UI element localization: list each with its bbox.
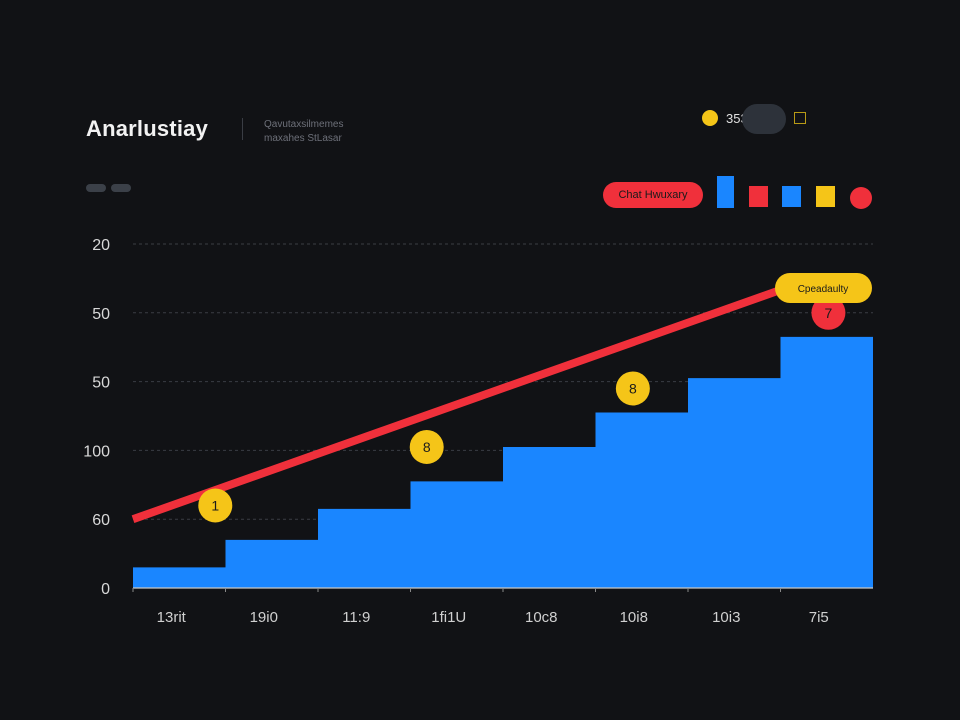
data-marker[interactable]	[198, 488, 233, 523]
y-tick-label: 50	[92, 306, 110, 323]
chart-header: Anarlustiay Qavutaxsilmemes maxahes StLa…	[86, 110, 886, 150]
marker-label: 8	[629, 380, 637, 396]
x-tick-label: 10i3	[712, 609, 740, 626]
x-tick-label: 13rit	[157, 609, 187, 626]
red-circle-icon[interactable]	[850, 187, 872, 209]
callout-pill[interactable]	[775, 273, 872, 303]
data-marker[interactable]	[615, 371, 650, 406]
y-tick-label: 20	[92, 237, 110, 254]
marker-label: 7	[825, 305, 833, 321]
x-tick-label: 10i8	[620, 609, 648, 626]
page-title: Anarlustiay	[86, 116, 209, 141]
x-tick-label: 10c8	[525, 609, 558, 626]
data-marker[interactable]	[409, 429, 444, 464]
pill-group	[86, 184, 136, 194]
y-tick-label: 100	[83, 443, 110, 460]
y-tick-label: 50	[92, 375, 110, 392]
callout-label: Cpeadaulty	[798, 284, 849, 295]
pill-indicator[interactable]	[86, 184, 106, 192]
marker-label: 1	[211, 497, 219, 513]
line-series	[131, 274, 815, 523]
series-badge[interactable]: Chat Hwuxary	[603, 182, 703, 208]
data-marker[interactable]	[811, 295, 846, 330]
pill-indicator[interactable]	[111, 184, 131, 192]
x-tick-label: 7i5	[809, 609, 829, 626]
x-tick-label: 19i0	[250, 609, 278, 626]
y-tick-label: 0	[101, 581, 110, 598]
yellow-square-icon[interactable]	[816, 186, 835, 207]
marker-label: 8	[423, 439, 431, 455]
subtitle: Qavutaxsilmemes maxahes StLasar	[264, 119, 344, 144]
x-tick-label: 1fi1U	[431, 609, 466, 626]
area-series	[133, 336, 873, 588]
x-tick-label: 11:9	[342, 609, 370, 626]
yellow-dot-icon	[702, 110, 718, 126]
y-tick-label: 60	[92, 512, 110, 529]
square-outline-icon[interactable]	[794, 112, 806, 124]
toggle-button[interactable]	[742, 104, 786, 134]
title-divider	[242, 118, 243, 140]
blue-square-icon[interactable]	[782, 186, 801, 207]
blue-bar-icon[interactable]	[717, 176, 734, 208]
red-square-icon[interactable]	[749, 186, 768, 207]
